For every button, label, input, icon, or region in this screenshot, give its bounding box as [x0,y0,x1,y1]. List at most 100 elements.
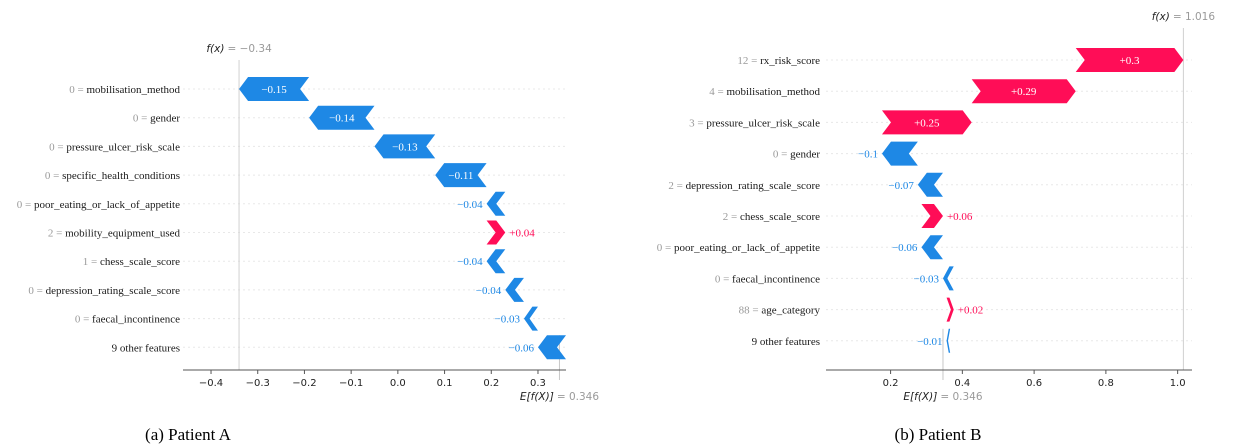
fx-value: = −0.34 [227,43,272,55]
chart-panel-b: +0.3 12 = rx_risk_score +0.29 4 = mobilisat… [657,11,1216,444]
equals-sign: = [88,256,100,268]
contribution-label: +0.3 [1120,55,1140,67]
x-tick-label: −0.2 [292,378,316,389]
feature-label: 1 = chess_scale_score [83,256,180,268]
contribution-label: −0.04 [457,256,483,268]
feature-value: 2 [48,228,54,240]
waterfall-bar-pressure_ulcer_risk_scale [881,110,972,135]
equals-sign: = [53,228,65,240]
equals-sign: = [750,305,762,317]
waterfall-bar-faecal_incontinence [523,306,538,331]
feature-value: 0 [69,84,75,96]
feature-name: specific_health_conditions [62,170,180,182]
feature-label: 4 = mobilisation_method [709,86,820,98]
equals-sign: = [55,141,67,153]
feature-name: depression_rating_scale_score [686,180,821,192]
waterfall-bar-9-other-features [946,328,951,353]
feature-label: 0 = mobilisation_method [69,84,180,96]
equals-sign: = [80,314,92,326]
fx-annotation: f(x) = −0.34 [206,43,272,55]
x-tick-label: 0.8 [1098,378,1114,389]
equals-sign: = [674,180,686,192]
feature-name: mobilisation_method [727,86,821,98]
feature-value: 0 [773,149,779,161]
waterfall-bar-gender [309,105,375,130]
feature-value: 3 [689,117,695,129]
contribution-label: −0.14 [329,113,355,125]
feature-value: 0 [28,285,34,297]
equals-sign: = [34,285,46,297]
feature-value: 0 [657,242,663,254]
contribution-label: −0.04 [476,285,502,297]
equals-sign: = [75,84,87,96]
equals-sign: = [728,211,740,223]
waterfall-bar-9-other-features [537,335,566,360]
feature-name: poor_eating_or_lack_of_appetite [674,242,820,254]
x-tick-label: 1.0 [1170,378,1186,389]
feature-label: 0 = faecal_incontinence [715,273,820,285]
fx-value: = 1.016 [1173,11,1216,23]
x-tick-label: 0.2 [483,378,499,389]
waterfall-bar-gender [881,141,918,166]
waterfall-bar-faecal_incontinence [942,266,954,291]
feature-label: 0 = specific_health_conditions [45,170,180,182]
feature-label: 0 = gender [773,149,820,161]
equals-sign: = [50,170,62,182]
contribution-label: −0.01 [917,336,942,348]
base-value-label: E[f(X)] [903,391,937,403]
fx-annotation: f(x) = 1.016 [1152,11,1216,23]
contribution-label: −0.11 [448,170,473,182]
equals-sign: = [715,86,727,98]
feature-label: 0 = faecal_incontinence [75,314,180,326]
chart-panel-a: −0.15 0 = mobilisation_method −0.14 0 = gen… [17,43,600,444]
feature-label: 0 = depression_rating_scale_score [28,285,180,297]
waterfall-bar-poor_eating_or_lack_of_appetite [921,235,943,260]
equals-sign: = [695,117,707,129]
x-tick-label: 0.3 [530,378,546,389]
feature-value: 88 [739,305,751,317]
feature-label: 9 other features [752,336,820,348]
waterfall-bar-mobilisation_method [971,79,1076,104]
contribution-label: −0.07 [888,180,914,192]
x-tick-label: 0.0 [390,378,406,389]
contribution-label: −0.03 [914,273,940,285]
feature-name: mobilisation_method [87,84,181,96]
fx-label: f(x) [1152,11,1170,23]
contribution-label: +0.02 [958,305,983,317]
waterfall-bar-specific_health_conditions [435,163,487,188]
feature-name: pressure_ulcer_risk_scale [706,117,820,129]
feature-name: chess_scale_score [740,211,820,223]
feature-name: faecal_incontinence [92,314,180,326]
waterfall-bar-chess_scale_score [921,204,943,228]
feature-label: 12 = rx_risk_score [737,55,820,67]
feature-name: poor_eating_or_lack_of_appetite [34,199,180,211]
waterfall-bar-age_category [946,297,954,322]
equals-sign: = [138,113,150,125]
waterfall-bar-depression_rating_scale_score [917,172,943,197]
feature-label: 2 = chess_scale_score [723,211,820,223]
base-value-text: = 0.346 [940,391,983,403]
x-tick-label: 0.4 [954,378,970,389]
x-tick-label: −0.3 [246,378,270,389]
base-value-annotation: E[f(X)] = 0.346 [520,391,599,403]
feature-name: 9 other features [752,336,820,348]
waterfall-bar-mobility_equipment_used [486,220,506,245]
contribution-label: −0.15 [261,84,287,96]
feature-label: 0 = gender [133,113,180,125]
equals-sign: = [662,242,674,254]
contribution-label: −0.06 [892,242,918,254]
feature-label: 2 = mobility_equipment_used [48,228,181,240]
feature-label: 3 = pressure_ulcer_risk_scale [689,117,820,129]
feature-name: rx_risk_score [760,55,820,67]
contribution-label: −0.13 [392,141,418,153]
equals-sign: = [748,55,760,67]
feature-name: gender [790,149,820,161]
feature-value: 0 [75,314,81,326]
equals-sign: = [22,199,34,211]
feature-label: 0 = pressure_ulcer_risk_scale [49,141,180,153]
x-tick-label: 0.2 [883,378,899,389]
base-value-annotation: E[f(X)] = 0.346 [903,391,982,403]
equals-sign: = [778,149,790,161]
feature-value: 1 [83,256,89,268]
